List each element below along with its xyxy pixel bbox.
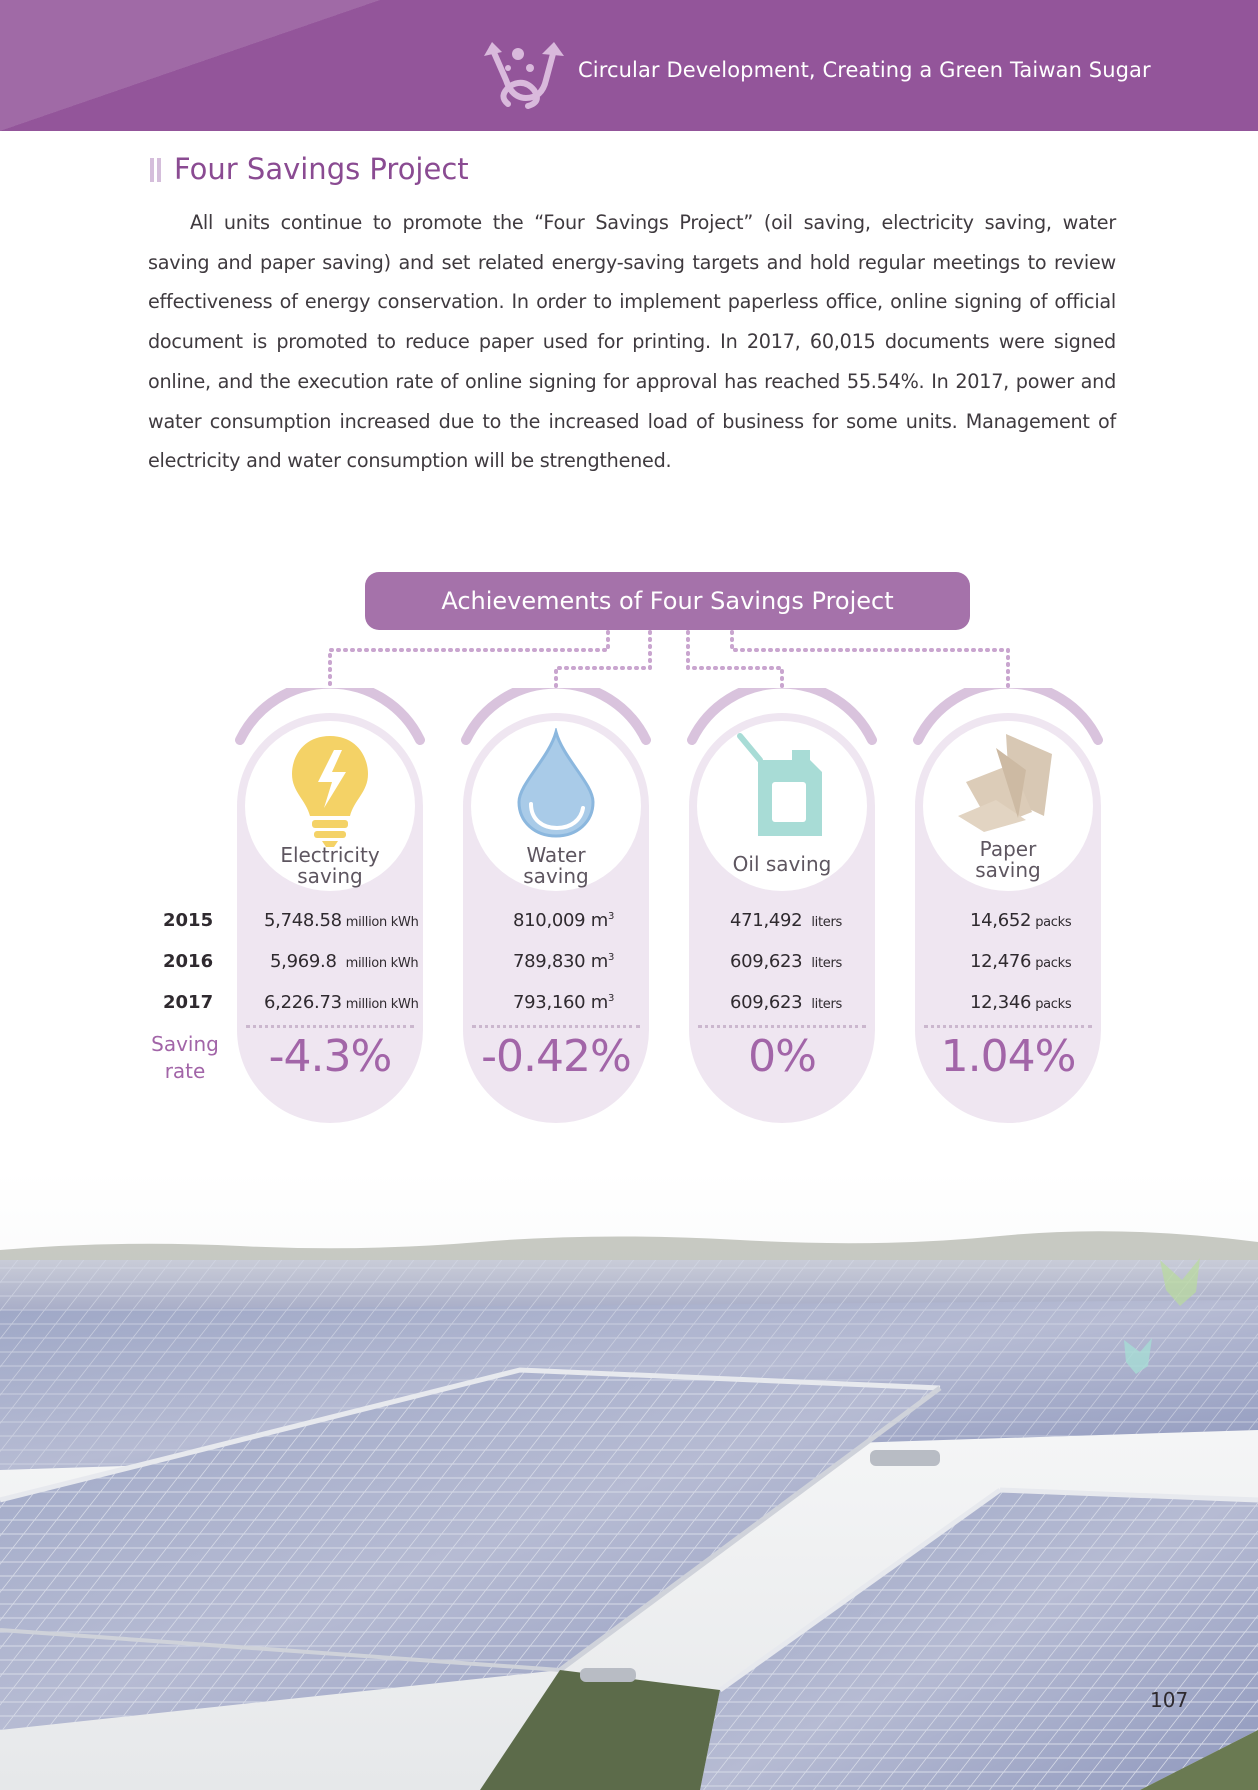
electricity-saving-rate: -4.3%	[268, 1031, 393, 1082]
fuel-can-icon	[737, 733, 822, 836]
oil-value: 471,492 liters	[730, 910, 842, 931]
water-value: 793,160 m3	[513, 992, 615, 1013]
card-arc	[235, 688, 425, 745]
water-label: Water saving	[523, 843, 589, 888]
paper-value: 14,652 packs	[970, 910, 1072, 931]
lightbulb-icon	[292, 736, 368, 847]
water-saving-rate: -0.42%	[481, 1031, 632, 1082]
oil-saving-rate: 0%	[748, 1031, 817, 1082]
section-marker	[150, 158, 164, 182]
header-title: Circular Development, Creating a Green T…	[578, 58, 1151, 82]
year-label: 2015	[163, 910, 214, 931]
saving-rate-label: Saving rate	[151, 1032, 219, 1083]
card-arc	[687, 688, 877, 745]
paper-saving-card: Paper saving 1.04%	[908, 688, 1108, 1123]
header-decoration	[0, 0, 380, 131]
electricity-value: 5,748.58 million kWh	[264, 910, 419, 931]
section-title: Four Savings Project	[174, 152, 469, 186]
water-saving-card: Water saving -0.42%	[456, 688, 656, 1123]
water-drop-icon	[517, 728, 595, 838]
page-header: Circular Development, Creating a Green T…	[0, 0, 1258, 131]
electricity-saving-card: Electricity saving -4.3%	[230, 688, 430, 1123]
electricity-value: 6,226.73 million kWh	[264, 992, 419, 1013]
paper-value: 12,346 packs	[970, 992, 1072, 1013]
oil-label: Oil saving	[732, 852, 832, 876]
paper-saving-rate: 1.04%	[940, 1031, 1077, 1082]
oil-value: 609,623 liters	[730, 951, 842, 972]
circular-development-logo-icon	[484, 42, 564, 109]
electricity-value: 5,969.8 million kWh	[270, 951, 419, 972]
infographic-title: Achievements of Four Savings Project	[365, 572, 970, 630]
paper-value: 12,476 packs	[970, 951, 1072, 972]
water-value: 789,830 m3	[513, 951, 615, 972]
page-number: 107	[1150, 1688, 1189, 1712]
paper-stack-icon	[958, 734, 1052, 832]
year-label: 2016	[163, 951, 214, 972]
water-value: 810,009 m3	[513, 910, 615, 931]
oil-value: 609,623 liters	[730, 992, 842, 1013]
paper-label: Paper saving	[975, 837, 1041, 882]
year-label: 2017	[163, 992, 214, 1013]
electricity-label: Electricity saving	[280, 843, 380, 888]
solar-panel-photo	[0, 1170, 1258, 1790]
body-paragraph: All units continue to promote the “Four …	[148, 203, 1116, 481]
card-arc	[913, 688, 1103, 745]
body-paragraph-text: All units continue to promote the “Four …	[148, 211, 1116, 473]
card-arc	[461, 688, 651, 745]
oil-saving-card: Oil saving 0%	[682, 688, 882, 1123]
